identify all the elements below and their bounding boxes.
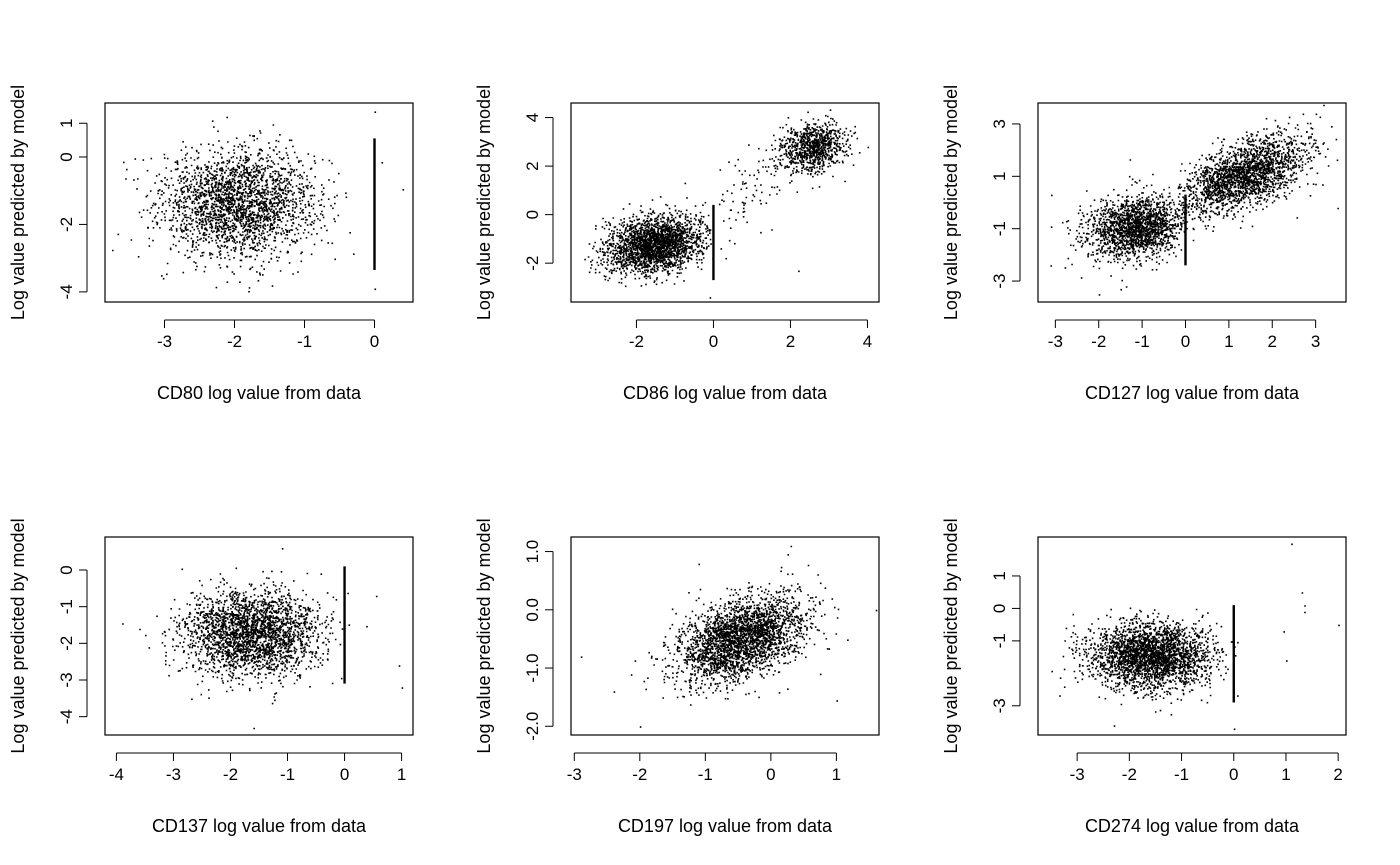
y-tick-label: -2 — [523, 256, 542, 271]
y-tick-label: -2 — [57, 217, 76, 232]
y-tick-label: 0 — [57, 565, 76, 574]
y-tick-label: -3 — [990, 273, 1009, 288]
y-tick-label: -2.0 — [523, 712, 542, 741]
x-tick-label: -2 — [629, 332, 644, 351]
y-tick-label: -1 — [990, 633, 1009, 648]
plot-frame — [570, 536, 880, 736]
x-tick-label: 4 — [863, 332, 872, 351]
plot-frame — [104, 536, 414, 736]
y-tick-label: 1 — [990, 571, 1009, 580]
x-tick-label: -3 — [166, 765, 181, 784]
x-tick-label: 0 — [340, 765, 349, 784]
x-tick-label: -1 — [280, 765, 295, 784]
y-tick-label: -4 — [57, 709, 76, 724]
x-axis-title: CD127 log value from data — [1085, 383, 1300, 403]
scatter-points — [122, 548, 404, 730]
x-tick-label: 0 — [1229, 765, 1238, 784]
x-tick-label: -2 — [632, 765, 647, 784]
plot-frame — [104, 102, 414, 303]
scatter-panel-4: -4 -3 -2 -1 0 1 -4 -3 -2 -1 0 CD137 log value from … — [8, 518, 414, 836]
x-tick-label: -1 — [1135, 332, 1150, 351]
scatter-panel-3: -3 -2 -1 0 1 2 3 -3 -1 1 3 CD127 log value from dat… — [941, 85, 1347, 403]
y-tick-label: 0.0 — [523, 598, 542, 622]
y-tick-label: 0 — [57, 152, 76, 161]
x-tick-label: 0 — [709, 332, 718, 351]
y-tick-label: 1.0 — [523, 540, 542, 564]
y-axis-title: Log value predicted by model — [474, 518, 494, 753]
y-tick-label: -3 — [990, 698, 1009, 713]
x-tick-label: -2 — [1122, 765, 1137, 784]
y-tick-label: -1.0 — [523, 653, 542, 682]
scatter-panel-1: -3 -2 -1 0 -4 -2 0 1 CD80 log value from data Log… — [8, 85, 414, 403]
y-tick-label: 2 — [523, 161, 542, 170]
x-axis-title: CD86 log value from data — [623, 383, 828, 403]
y-tick-label: -1 — [990, 221, 1009, 236]
y-axis-title: Log value predicted by model — [8, 518, 28, 753]
x-axis-title: CD137 log value from data — [152, 816, 367, 836]
scatter-points — [112, 111, 405, 293]
y-axis-title: Log value predicted by model — [474, 85, 494, 320]
y-tick-label: 3 — [990, 119, 1009, 128]
plot-frame — [570, 102, 880, 303]
y-tick-label: 1 — [57, 119, 76, 128]
x-tick-label: 1 — [1281, 765, 1290, 784]
x-tick-label: -3 — [157, 332, 172, 351]
scatter-panel-5: -3 -2 -1 0 1 -2.0 -1.0 0.0 1.0 CD197 log value fr… — [474, 518, 880, 836]
x-tick-label: -4 — [109, 765, 124, 784]
y-tick-label: 1 — [990, 172, 1009, 181]
x-axis-title: CD274 log value from data — [1085, 816, 1300, 836]
x-tick-label: -3 — [1070, 765, 1085, 784]
y-axis-title: Log value predicted by model — [941, 518, 961, 753]
x-tick-label: 0 — [1181, 332, 1190, 351]
y-tick-label: 0 — [990, 604, 1009, 613]
plot-frame — [1037, 536, 1347, 736]
x-tick-label: 2 — [786, 332, 795, 351]
x-axis-title: CD80 log value from data — [157, 383, 362, 403]
x-tick-label: -2 — [1091, 332, 1106, 351]
y-tick-label: 4 — [523, 113, 542, 122]
x-tick-label: 1 — [397, 765, 406, 784]
x-tick-label: -1 — [698, 765, 713, 784]
x-tick-label: 2 — [1333, 765, 1342, 784]
x-tick-label: -3 — [567, 765, 582, 784]
y-tick-label: -1 — [57, 599, 76, 614]
x-tick-label: 1 — [1224, 332, 1233, 351]
x-tick-label: -2 — [223, 765, 238, 784]
y-axis-title: Log value predicted by model — [8, 85, 28, 320]
scatter-points — [580, 545, 878, 728]
x-tick-label: 3 — [1311, 332, 1320, 351]
scatter-points — [584, 109, 870, 299]
x-tick-label: 0 — [370, 332, 379, 351]
x-tick-label: -1 — [297, 332, 312, 351]
x-axis-title: CD197 log value from data — [618, 816, 833, 836]
x-tick-label: 1 — [832, 765, 841, 784]
scatter-points — [1050, 104, 1339, 296]
scatter-panel-6: -3 -2 -1 0 1 2 -3 -1 0 1 CD274 log value from data… — [941, 518, 1347, 836]
y-tick-label: -4 — [57, 284, 76, 299]
x-tick-label: 0 — [766, 765, 775, 784]
y-axis-title: Log value predicted by model — [941, 85, 961, 320]
y-tick-label: 0 — [523, 210, 542, 219]
x-tick-label: -1 — [1174, 765, 1189, 784]
x-tick-label: -2 — [227, 332, 242, 351]
plot-frame — [1037, 102, 1347, 303]
x-tick-label: -3 — [1048, 332, 1063, 351]
x-tick-label: 2 — [1268, 332, 1277, 351]
y-tick-label: -2 — [57, 636, 76, 651]
y-tick-label: -3 — [57, 672, 76, 687]
scatter-points — [1051, 543, 1340, 731]
scatter-panel-2: -2 0 2 4 -2 0 2 4 CD86 log value from data Log va… — [474, 85, 880, 403]
